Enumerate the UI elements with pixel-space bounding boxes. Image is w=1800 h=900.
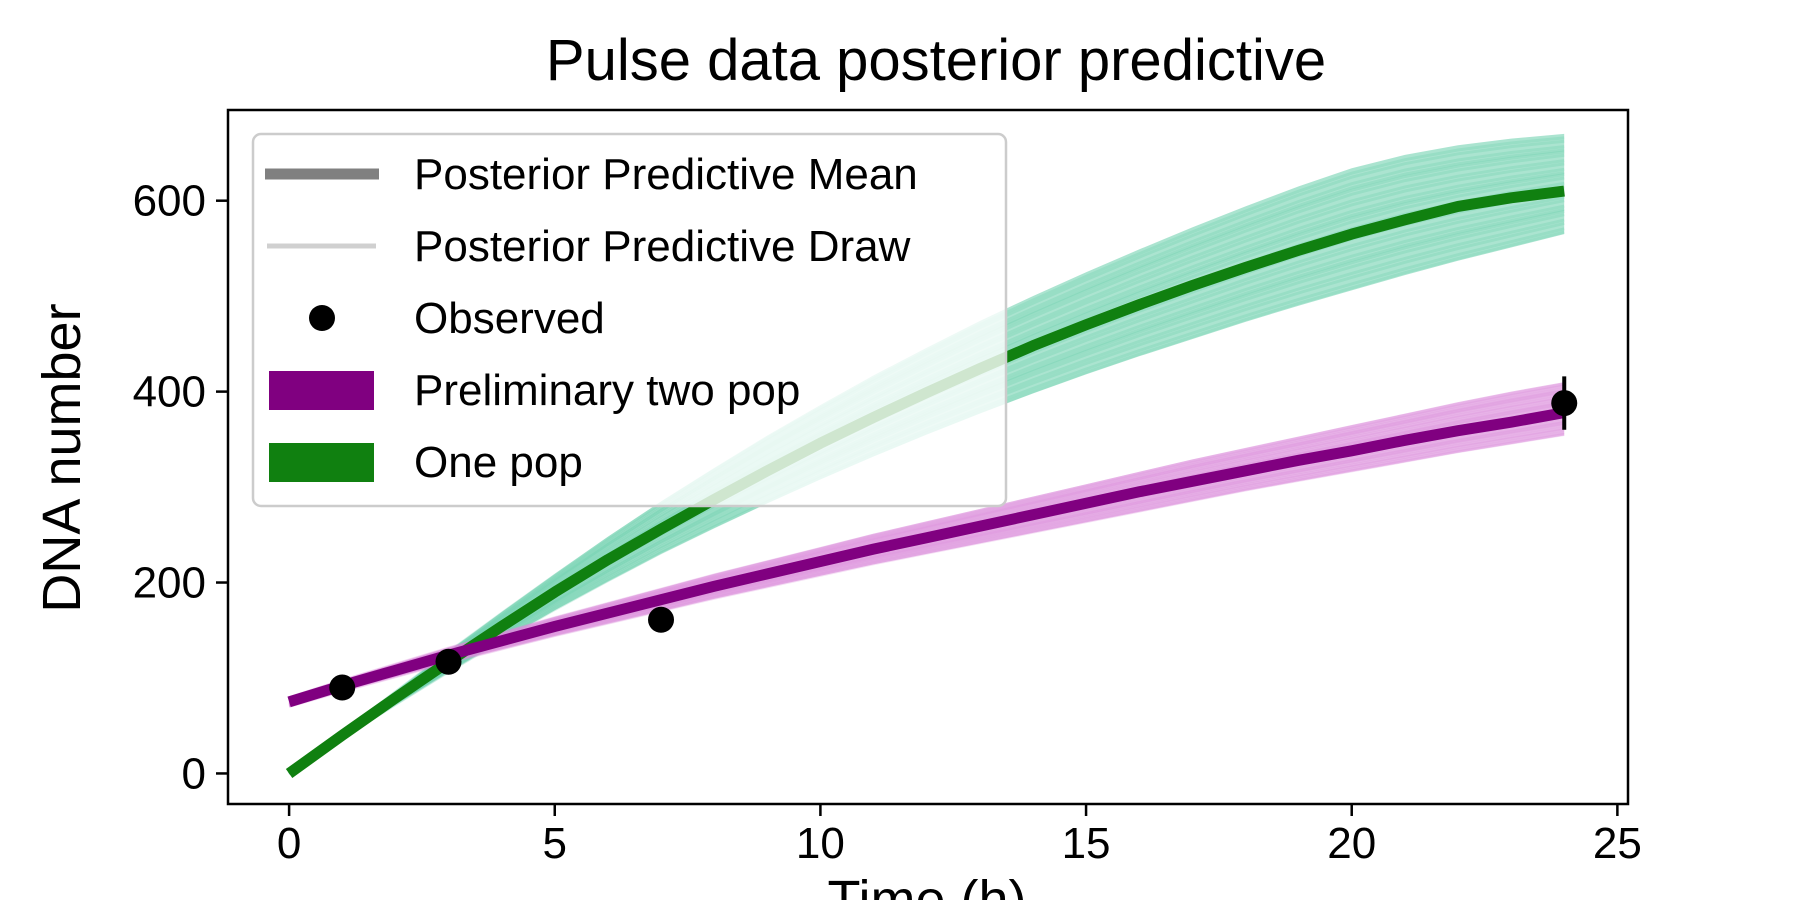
x-tick-label: 20 <box>1327 819 1376 868</box>
x-tick-label: 15 <box>1062 819 1111 868</box>
y-axis-label: DNA number <box>32 303 92 612</box>
legend-swatch-preliminary-two-pop <box>269 371 374 410</box>
observed-point <box>1551 390 1578 417</box>
y-tick-label: 200 <box>133 559 206 608</box>
x-axis-label: Time (h) <box>828 870 1027 900</box>
legend-box <box>251 132 1008 508</box>
one-pop-credible-band <box>289 133 1565 774</box>
preliminary-two-pop-credible-band <box>289 382 1565 707</box>
legend-label-posterior-predictive-draw: Posterior Predictive Draw <box>414 222 911 271</box>
observed-point <box>435 648 462 675</box>
chart-title: Pulse data posterior predictive <box>546 28 1326 93</box>
legend-label-one-pop: One pop <box>414 438 583 487</box>
y-tick-label: 400 <box>133 368 206 417</box>
x-tick-label: 10 <box>796 819 845 868</box>
y-tick-label: 600 <box>133 177 206 226</box>
legend-label-preliminary-two-pop: Preliminary two pop <box>414 366 800 415</box>
x-tick-label: 5 <box>543 819 567 868</box>
legend-swatch-one-pop <box>269 443 374 482</box>
observed-point <box>329 674 356 701</box>
legend-label-observed: Observed <box>414 294 605 343</box>
y-tick-label: 0 <box>182 749 206 798</box>
preliminary-two-pop-mean-line <box>287 407 1566 708</box>
legend-label-posterior-predictive-mean: Posterior Predictive Mean <box>414 150 918 199</box>
axes-frame <box>226 108 1630 806</box>
legend-swatch-observed <box>309 305 335 331</box>
x-tick-label: 25 <box>1593 819 1642 868</box>
x-tick-label: 0 <box>277 819 301 868</box>
observed-point <box>648 606 675 633</box>
legend: Posterior Predictive Mean Posterior Predi… <box>251 132 1008 508</box>
